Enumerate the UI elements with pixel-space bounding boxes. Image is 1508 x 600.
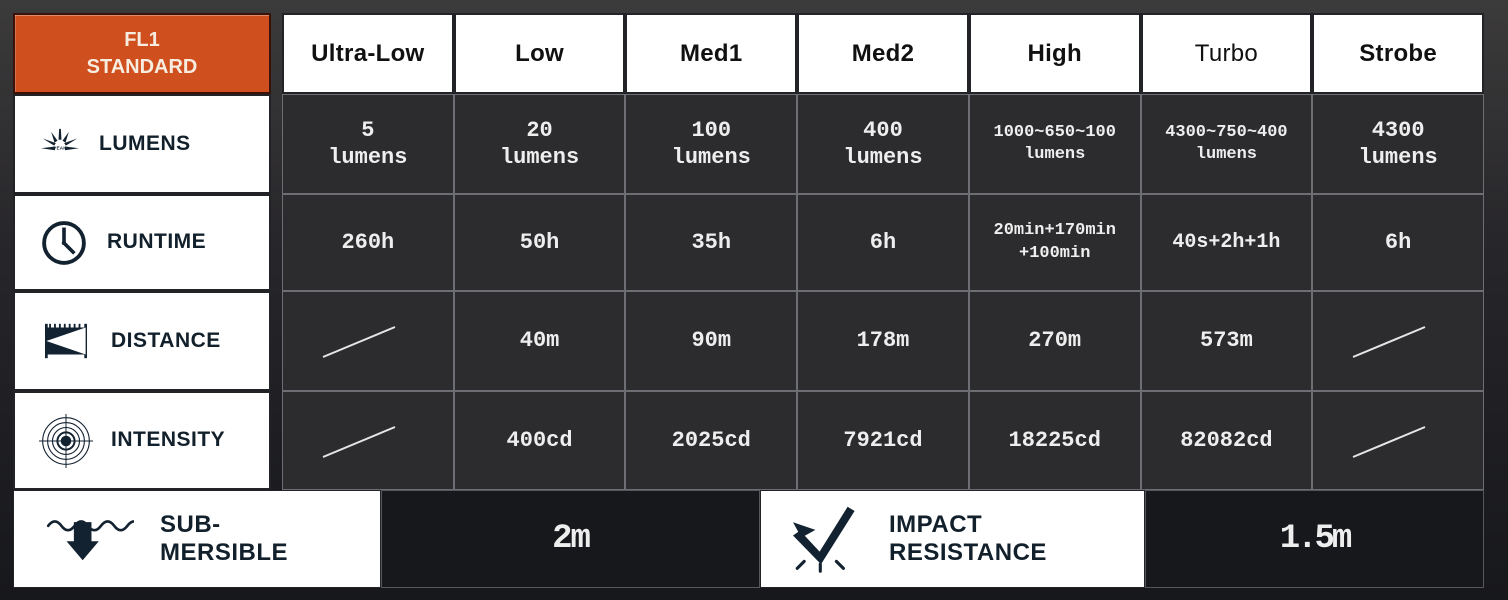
svg-text:PEAK: PEAK: [53, 145, 67, 150]
